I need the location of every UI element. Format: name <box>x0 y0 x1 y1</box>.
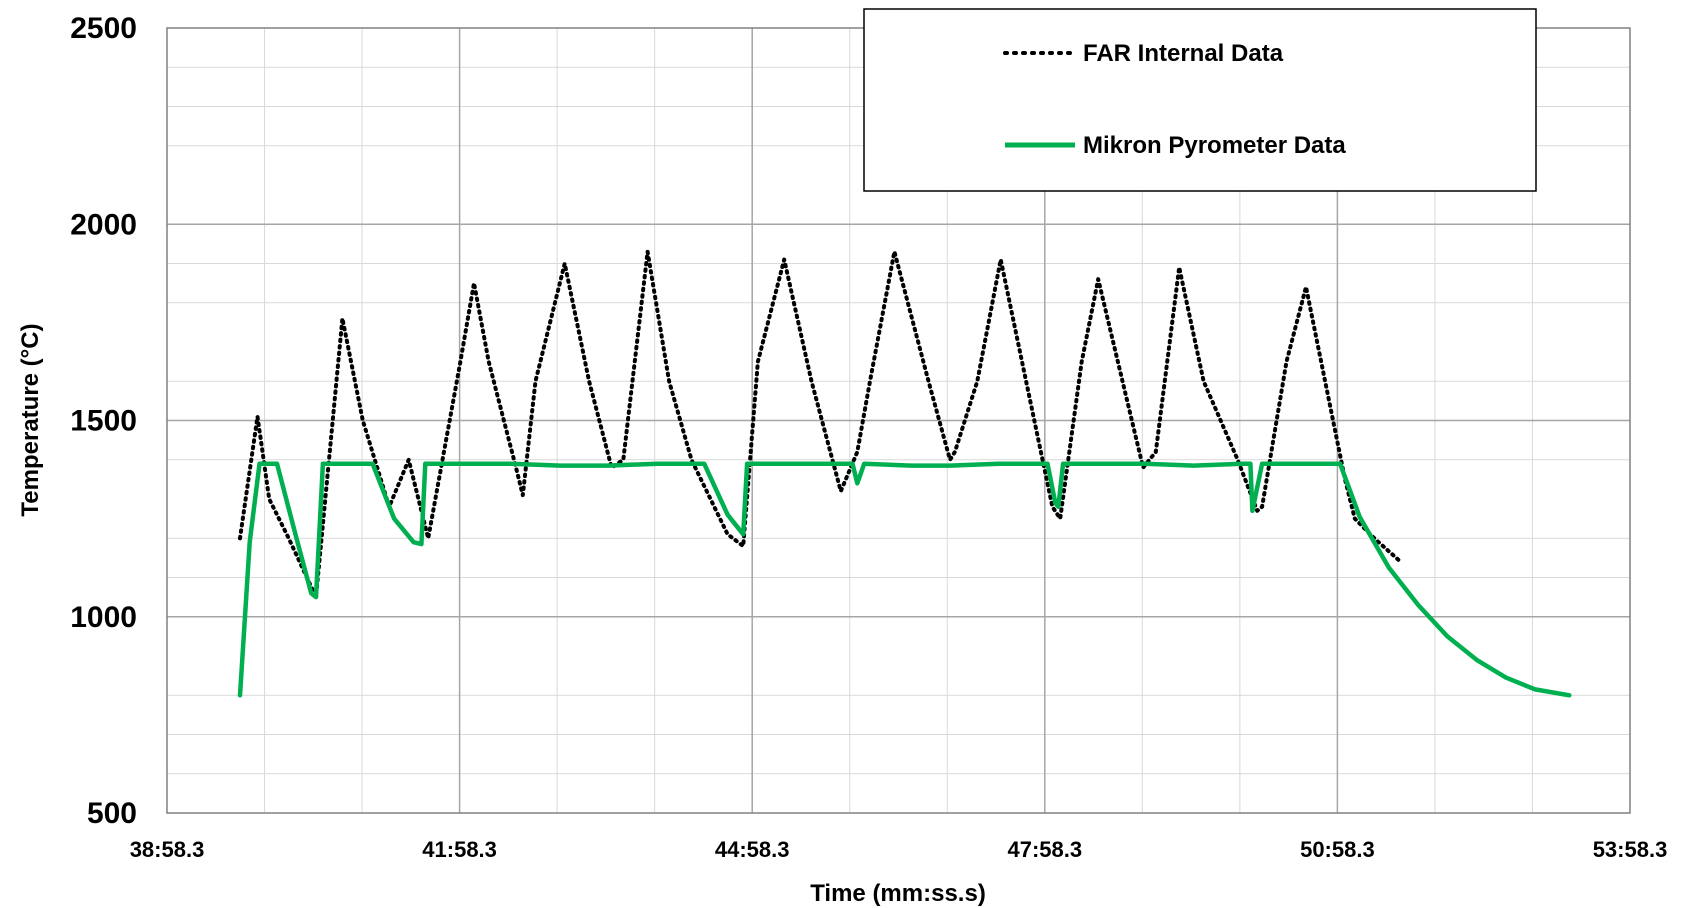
series-layer <box>237 249 1572 698</box>
x-axis-title: Time (mm:ss.s) <box>810 880 986 907</box>
x-tick-label: 38:58.3 <box>130 837 205 862</box>
y-tick-label: 2500 <box>70 12 137 45</box>
legend-box <box>863 8 1537 192</box>
y-tick-label: 1000 <box>70 601 137 634</box>
x-axis-ticks: 38:58.3 41:58.3 44:58.3 47:58.3 50:58.3 53:58… <box>130 837 1668 862</box>
legend-label-mikron-pyrometer-data: Mikron Pyrometer Data <box>1083 132 1346 159</box>
legend: FAR Internal Data Mikron Pyrometer Data <box>863 8 1537 192</box>
x-tick-label: 50:58.3 <box>1300 837 1375 862</box>
legend-label-far-internal-data: FAR Internal Data <box>1083 40 1284 67</box>
y-tick-label: 2000 <box>70 208 137 241</box>
x-tick-label: 47:58.3 <box>1007 837 1082 862</box>
y-tick-label: 500 <box>87 797 137 830</box>
y-axis-title: Temperature (°C) <box>17 323 44 516</box>
x-tick-label: 41:58.3 <box>422 837 497 862</box>
x-tick-label: 53:58.3 <box>1593 837 1668 862</box>
x-tick-label: 44:58.3 <box>715 837 790 862</box>
y-axis-ticks: 500 1000 1500 2000 2500 <box>70 12 137 830</box>
y-tick-label: 1500 <box>70 405 137 438</box>
series-line-far-internal-data <box>238 249 1403 600</box>
series-line-mikron-pyrometer-data <box>237 461 1572 698</box>
